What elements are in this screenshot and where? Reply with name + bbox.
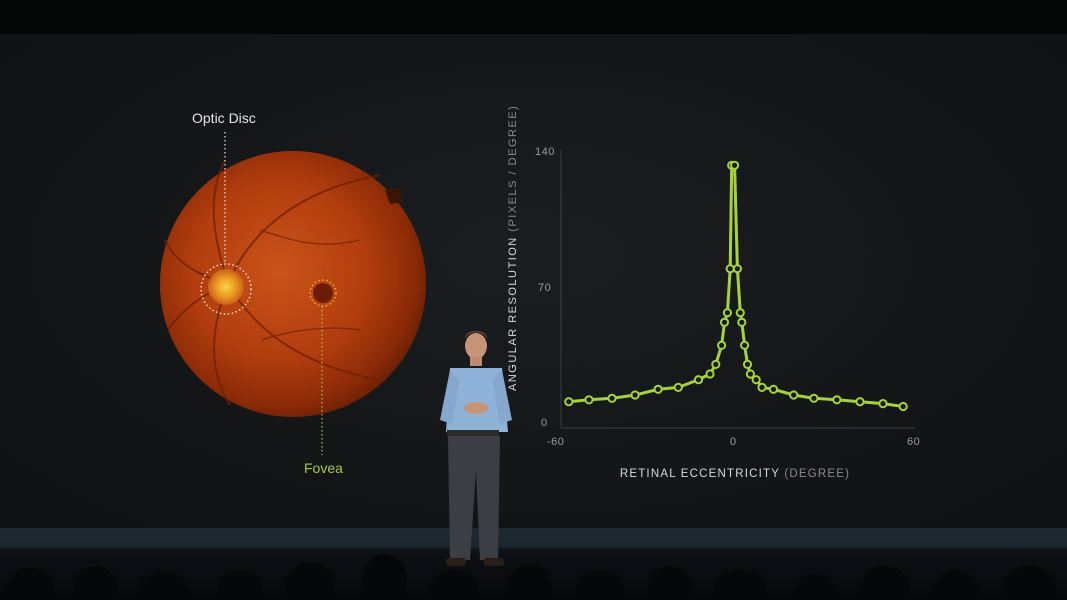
fovea-spot (313, 283, 333, 303)
audience-silhouettes (6, 554, 1056, 600)
data-point (630, 390, 640, 400)
data-point (730, 160, 740, 170)
data-point (740, 340, 750, 350)
y-tick-label: 70 (538, 282, 552, 294)
data-point (809, 393, 819, 403)
x-axis-title: RETINAL ECCENTRICITY (DEGREE) (560, 468, 910, 480)
data-point (711, 359, 721, 369)
data-point (719, 317, 730, 327)
data-point (878, 399, 888, 409)
data-point (737, 317, 747, 327)
y-tick-label: 140 (535, 146, 555, 158)
data-point (742, 359, 753, 369)
fovea-outline (309, 279, 337, 307)
data-point (789, 390, 799, 400)
data-point (898, 401, 908, 412)
retina-fundus (160, 151, 426, 417)
data-point (673, 382, 683, 392)
optic-disc-outline (200, 263, 252, 315)
data-point (757, 382, 767, 392)
optic-disc (208, 269, 244, 305)
ceiling (0, 0, 1067, 34)
y-tick-label: 0 (541, 417, 548, 429)
data-point (732, 264, 743, 274)
x-axis-title-main: RETINAL ECCENTRICITY (619, 468, 780, 480)
x-axis-title-unit: (DEGREE) (784, 468, 851, 480)
data-point (855, 397, 865, 407)
x-tick-label: 60 (907, 436, 921, 448)
fovea-label: Fovea (304, 460, 343, 476)
retina-notch (385, 188, 402, 204)
data-point (564, 397, 574, 407)
optic-disc-label: Optic Disc (192, 110, 256, 126)
x-tick-label: -60 (547, 436, 565, 448)
data-point (717, 340, 727, 350)
data-point (693, 375, 704, 385)
stage-edge (0, 528, 1067, 548)
data-point (735, 308, 745, 318)
data-point (745, 369, 756, 379)
presenter-figure (440, 330, 512, 566)
data-point (584, 395, 594, 405)
data-point (653, 384, 663, 394)
data-point (607, 393, 617, 403)
data-point (832, 395, 842, 405)
x-tick-label: 0 (730, 436, 737, 448)
data-point (705, 369, 715, 379)
data-point (751, 375, 761, 385)
data-point (722, 308, 733, 318)
data-point (768, 384, 779, 394)
